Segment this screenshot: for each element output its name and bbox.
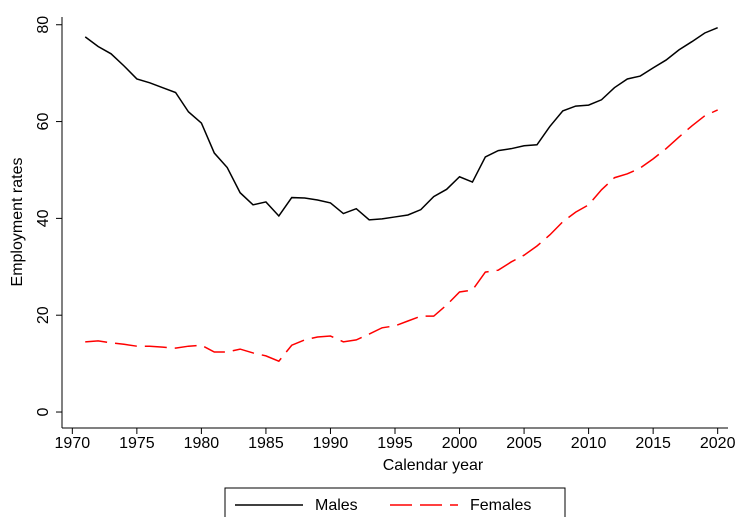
y-axis-title: Employment rates <box>9 158 26 287</box>
x-tick-label: 1995 <box>377 435 413 452</box>
x-axis-title: Calendar year <box>383 457 484 474</box>
x-tick-label: 2000 <box>442 435 478 452</box>
y-tick-label: 40 <box>35 209 52 227</box>
series-line <box>85 109 718 363</box>
x-tick-label: 2020 <box>700 435 736 452</box>
x-tick-label: 1990 <box>313 435 349 452</box>
series-line <box>84 26 718 221</box>
x-tick-label: 1975 <box>119 435 155 452</box>
x-tick-label: 1970 <box>55 435 91 452</box>
y-tick-label: 20 <box>35 306 52 324</box>
y-tick-label: 60 <box>35 113 52 131</box>
x-tick-label: 1980 <box>184 435 220 452</box>
legend-label: Females <box>470 497 531 514</box>
x-tick-label: 2015 <box>635 435 671 452</box>
x-tick-label: 2010 <box>571 435 607 452</box>
x-tick-label: 2005 <box>506 435 542 452</box>
x-tick-label: 1985 <box>248 435 284 452</box>
legend-box <box>224 487 566 517</box>
y-tick-label: 80 <box>35 16 52 34</box>
y-tick-label: 0 <box>35 407 52 416</box>
legend-label: Males <box>315 497 358 514</box>
